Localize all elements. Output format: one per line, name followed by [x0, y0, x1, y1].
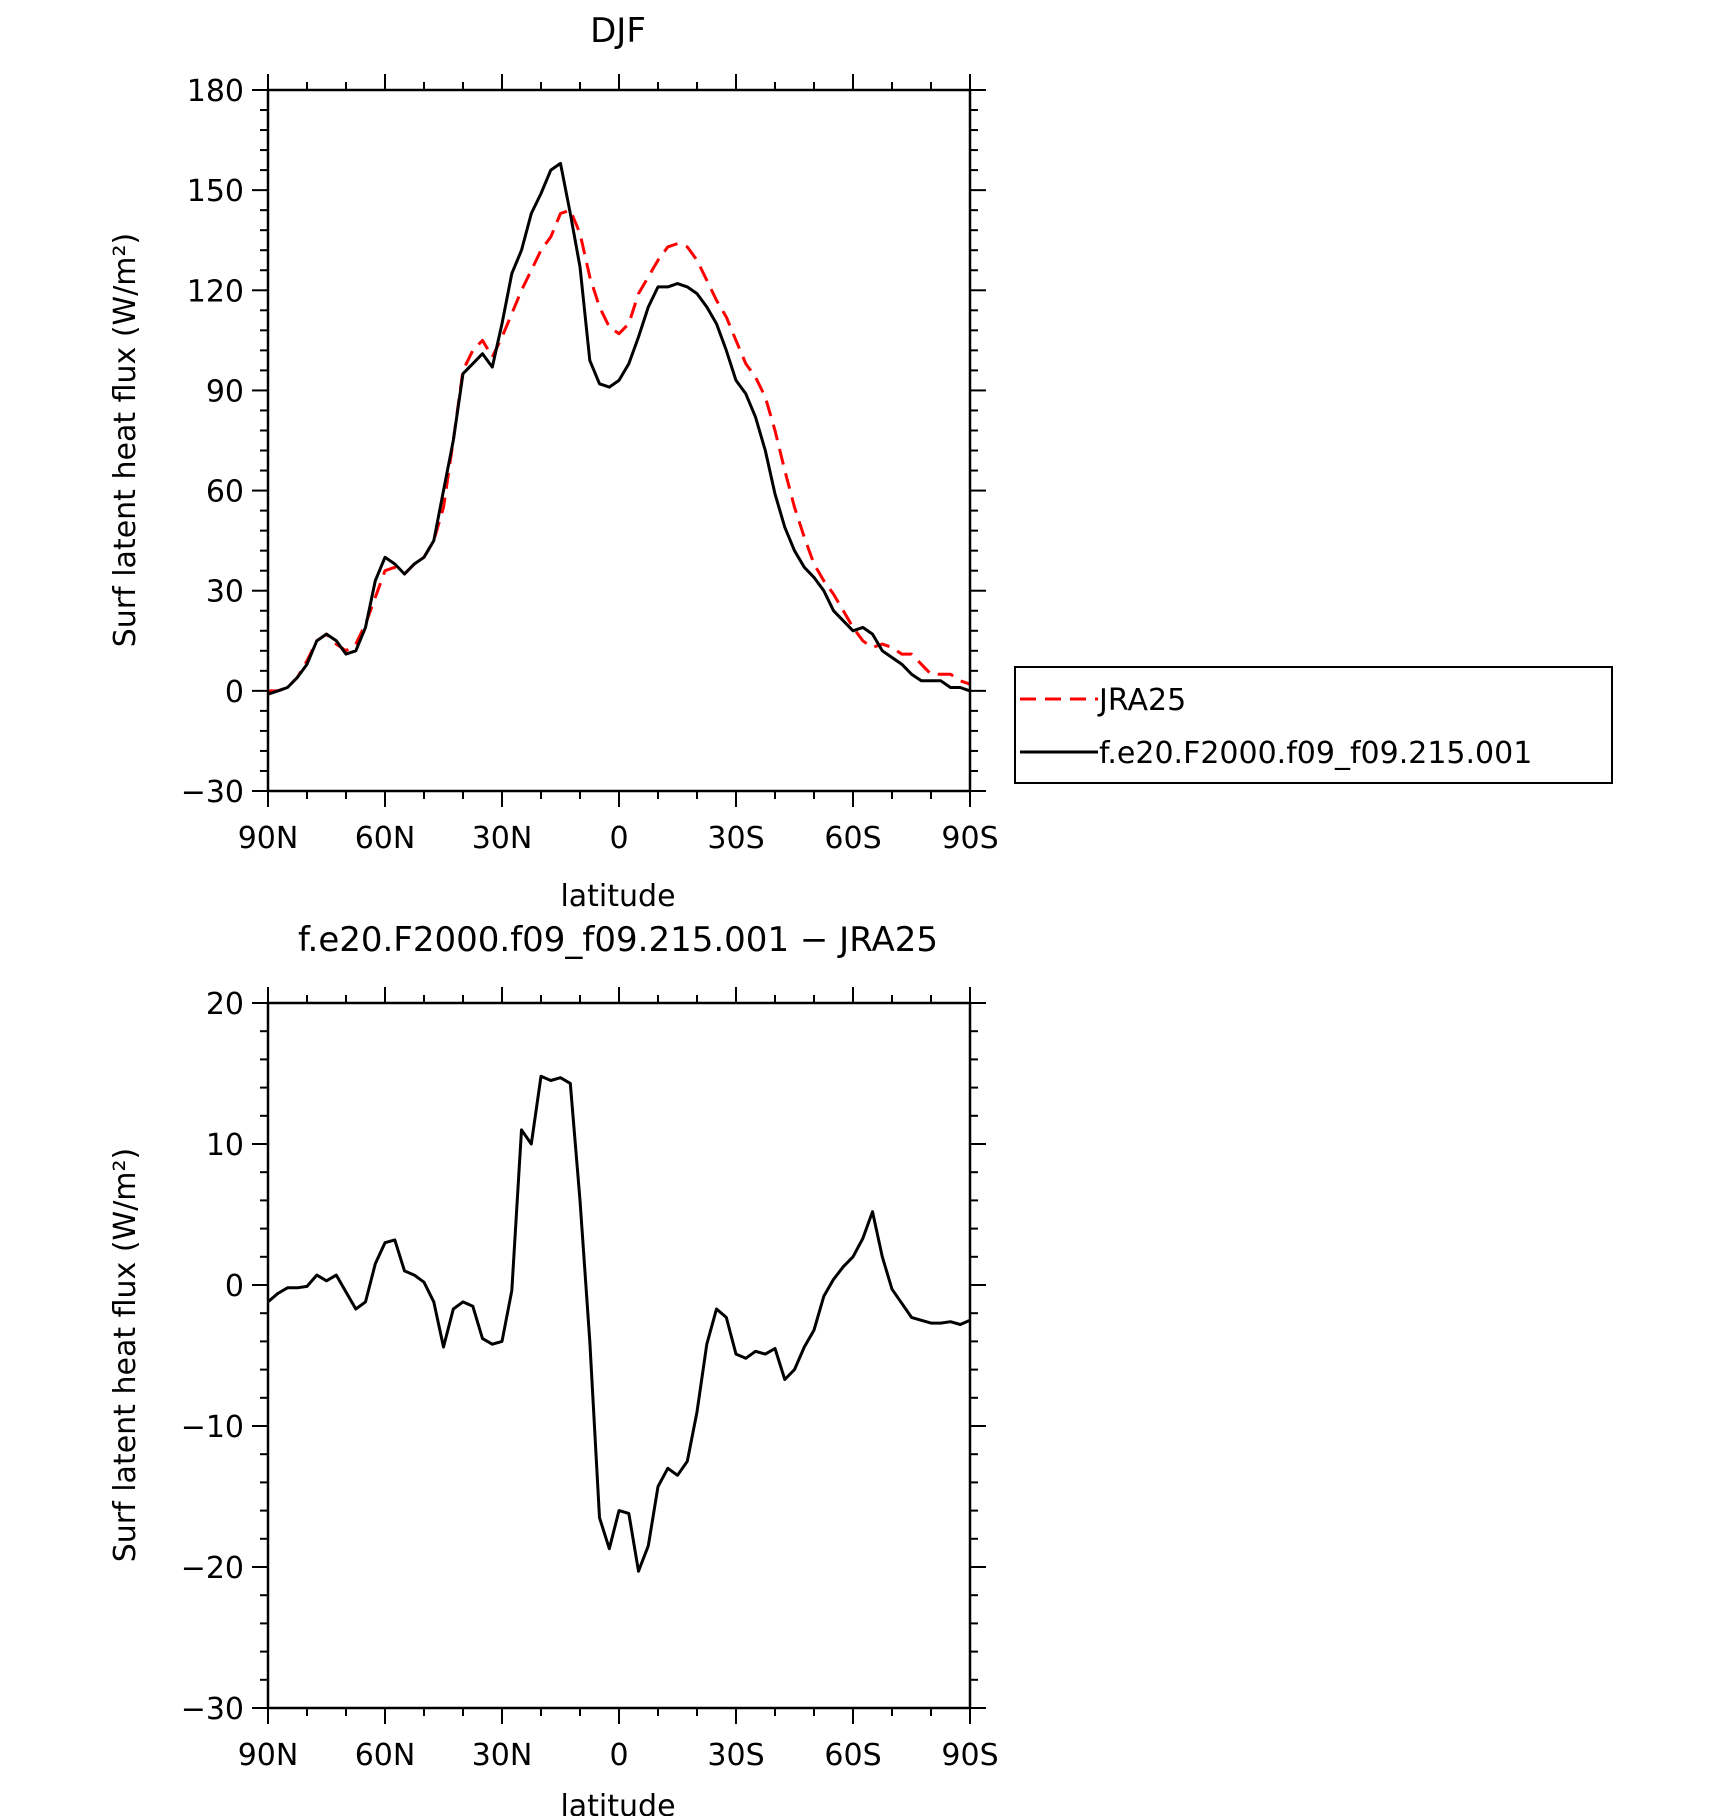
top-x-tick-label: 30S: [707, 821, 764, 856]
top-plot-frame: [266, 88, 972, 793]
top-y-tick-label: 180: [187, 74, 244, 109]
bottom-series-line-0: [267, 1074, 971, 1573]
legend-label-model: f.e20.F2000.f09_f09.215.001: [1099, 736, 1532, 771]
bottom-x-tick-label: 30S: [707, 1738, 764, 1773]
top-y-tick-label: 0: [225, 675, 244, 710]
top-x-tick-label: 60S: [824, 821, 881, 856]
legend-box: [1014, 666, 1613, 784]
bottom-y-tick-label: −10: [181, 1410, 244, 1445]
top-series-line-0: [268, 208, 971, 693]
bottom-y-tick-label: −30: [181, 1692, 244, 1727]
bottom-y-tick-label: 20: [206, 987, 244, 1022]
top-x-tick-label: 30N: [472, 821, 533, 856]
top-y-tick-label: 90: [206, 374, 244, 409]
bottom-y-tick-label: −20: [181, 1551, 244, 1586]
top-y-tick-label: 120: [187, 274, 244, 309]
top-x-tick-label: 0: [609, 821, 628, 856]
bottom-y-tick-label: 10: [206, 1128, 244, 1163]
top-y-tick-label: 150: [187, 174, 244, 209]
bottom-chart-marks: −30 −20 −10 0 10 20 90N 60N 30N 0 30S 60S 90S: [181, 987, 999, 1773]
bottom-panel: f.e20.F2000.f09_f09.215.001 − JRA25 −30−…: [108, 920, 999, 1816]
top-series-line-1: [267, 161, 971, 696]
top-y-tick-label: −30: [181, 775, 244, 810]
bottom-chart-title: f.e20.F2000.f09_f09.215.001 − JRA25: [298, 920, 938, 960]
top-chart-marks: −30 0 30 60 90 120 150 180 90N 60N 30N 0 30S 60S 90S: [181, 74, 999, 856]
bottom-x-tick-label: 90N: [238, 1738, 299, 1773]
bottom-x-tick-label: 60S: [824, 1738, 881, 1773]
bottom-x-tick-label: 30N: [472, 1738, 533, 1773]
bottom-y-tick-label: 0: [225, 1269, 244, 1304]
top-x-tick-label: 90N: [238, 821, 299, 856]
top-y-tick-label: 60: [206, 475, 244, 510]
top-y-axis-label: Surf latent heat flux (W/m²): [108, 233, 143, 648]
legend-label-jra25: JRA25: [1097, 683, 1186, 718]
top-panel: DJF −30 0 30 60 90 120 150 180 90N 60N 30N 0 30S 60S 9…: [108, 11, 1613, 914]
bottom-x-axis-label: latitude: [560, 1789, 675, 1816]
legend: JRA25 f.e20.F2000.f09_f09.215.001: [1014, 666, 1613, 784]
top-x-tick-label: 60N: [355, 821, 416, 856]
bottom-x-tick-label: 90S: [941, 1738, 998, 1773]
bottom-x-tick-label: 0: [609, 1738, 628, 1773]
top-x-axis-label: latitude: [560, 879, 675, 914]
bottom-plot-frame: [266, 1001, 972, 1710]
bottom-y-axis-label: Surf latent heat flux (W/m²): [108, 1148, 143, 1563]
top-x-tick-label: 90S: [941, 821, 998, 856]
bottom-x-tick-label: 60N: [355, 1738, 416, 1773]
top-y-tick-label: 30: [206, 575, 244, 610]
top-chart-title: DJF: [590, 11, 646, 51]
